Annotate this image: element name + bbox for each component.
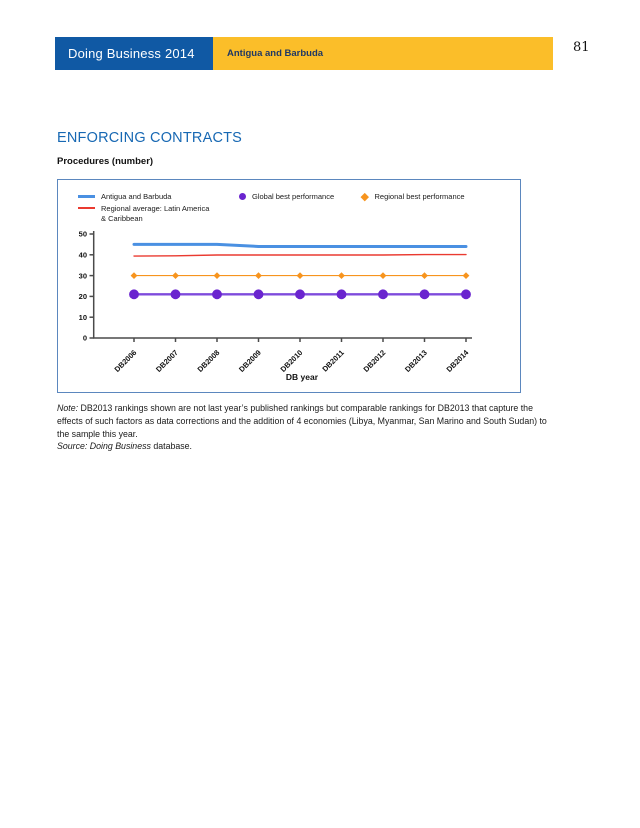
legend-item-global-best: Global best performance bbox=[239, 192, 334, 202]
svg-text:DB2014: DB2014 bbox=[445, 347, 471, 373]
svg-text:DB2008: DB2008 bbox=[196, 348, 222, 374]
section-title: ENFORCING CONTRACTS bbox=[57, 130, 243, 146]
series-regional-best-performance bbox=[130, 272, 470, 279]
legend-label: Antigua and Barbuda bbox=[101, 192, 172, 201]
note-text: Note: DB2013 rankings shown are not last… bbox=[57, 403, 547, 439]
procedures-chart: Antigua and Barbuda Regional average: La… bbox=[57, 179, 521, 393]
page-number: 81 bbox=[573, 40, 590, 55]
svg-text:0: 0 bbox=[83, 334, 87, 343]
svg-text:50: 50 bbox=[79, 230, 87, 239]
x-axis-title: DB year bbox=[286, 372, 319, 382]
blue-line-swatch bbox=[78, 195, 95, 199]
source-text: Source: Doing Business database. bbox=[57, 441, 192, 452]
series-antigua-and-barbuda bbox=[132, 242, 468, 248]
chart-svg: 0 10 20 30 40 50 DB2006 DB2007 DB2008 DB2009 DB201… bbox=[79, 230, 472, 382]
series-global-best-performance bbox=[129, 289, 471, 300]
svg-text:DB2010: DB2010 bbox=[279, 348, 305, 374]
legend-label: Regional average: Latin America & Caribb… bbox=[101, 204, 210, 223]
chart-subtitle: Procedures (number) bbox=[57, 156, 154, 167]
svg-text:DB2013: DB2013 bbox=[403, 348, 429, 374]
purple-dot-swatch bbox=[239, 193, 246, 201]
economy-banner: Antigua and Barbuda bbox=[213, 37, 553, 70]
x-tick-labels: DB2006 DB2007 DB2008 DB2009 DB2010 DB2011 DB20… bbox=[113, 347, 471, 373]
legend-item-regional-best: Regional best performance bbox=[360, 192, 465, 202]
brand-title: Doing Business 2014 bbox=[68, 46, 195, 61]
y-tick-labels: 0 10 20 30 40 50 bbox=[79, 230, 87, 343]
brand-banner: Doing Business 2014 bbox=[55, 37, 213, 70]
legend-item-antigua-and-barbuda: Antigua and Barbuda bbox=[78, 192, 171, 202]
legend-item-regional-average: Regional average: Latin America & Caribb… bbox=[78, 204, 209, 223]
legend-label: Global best performance bbox=[252, 192, 335, 201]
svg-text:20: 20 bbox=[79, 292, 87, 301]
svg-text:30: 30 bbox=[79, 271, 87, 280]
legend-label: Regional best performance bbox=[374, 192, 465, 201]
svg-text:40: 40 bbox=[79, 251, 87, 260]
svg-text:DB2009: DB2009 bbox=[237, 348, 263, 374]
svg-text:DB2012: DB2012 bbox=[362, 348, 388, 374]
svg-text:DB2006: DB2006 bbox=[113, 348, 139, 374]
svg-text:10: 10 bbox=[79, 313, 87, 322]
svg-text:DB2011: DB2011 bbox=[320, 348, 346, 374]
axes bbox=[89, 231, 472, 342]
economy-name: Antigua and Barbuda bbox=[227, 48, 324, 59]
red-line-swatch bbox=[78, 207, 95, 209]
note-block: Note: DB2013 rankings shown are not last… bbox=[57, 402, 555, 453]
orange-diamond-swatch bbox=[360, 192, 369, 201]
svg-text:DB2007: DB2007 bbox=[154, 348, 180, 374]
series-regional-average-latin-america-caribbean bbox=[133, 253, 467, 257]
